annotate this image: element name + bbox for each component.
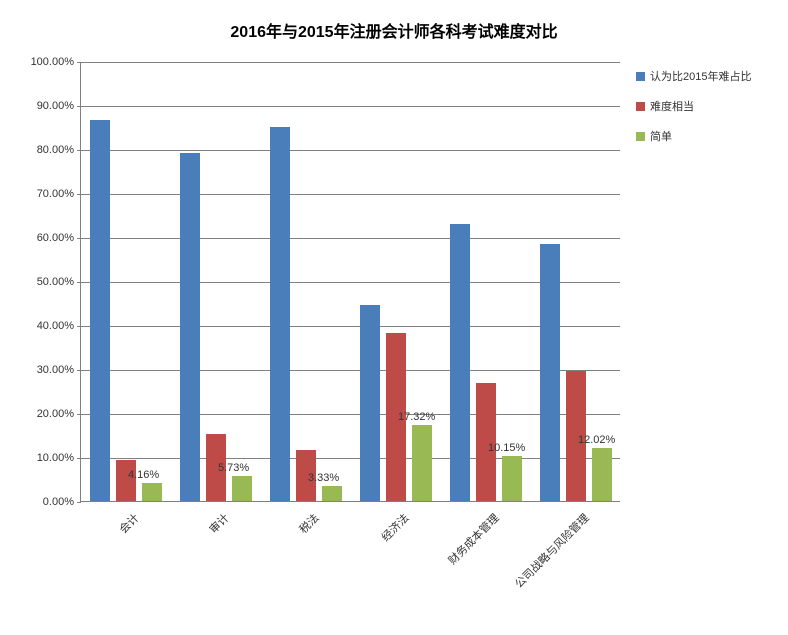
legend-item: 难度相当 bbox=[636, 98, 751, 114]
data-label: 3.33% bbox=[308, 472, 339, 484]
y-tickmark bbox=[77, 414, 81, 415]
gridline bbox=[81, 194, 620, 195]
x-category-label: 财务成本管理 bbox=[444, 510, 502, 568]
bar bbox=[412, 425, 432, 501]
y-tick-label: 60.00% bbox=[4, 232, 74, 244]
x-category-label: 审计 bbox=[205, 510, 232, 537]
bar bbox=[270, 127, 290, 501]
y-tick-label: 20.00% bbox=[4, 408, 74, 420]
data-label: 4.16% bbox=[128, 469, 159, 481]
x-category-label: 经济法 bbox=[378, 510, 413, 545]
y-tick-label: 90.00% bbox=[4, 100, 74, 112]
bar bbox=[322, 486, 342, 501]
gridline bbox=[81, 150, 620, 151]
gridline bbox=[81, 62, 620, 63]
bar bbox=[232, 476, 252, 501]
data-label: 5.73% bbox=[218, 462, 249, 474]
y-tickmark bbox=[77, 150, 81, 151]
y-tickmark bbox=[77, 106, 81, 107]
legend-label: 难度相当 bbox=[650, 98, 694, 114]
gridline bbox=[81, 238, 620, 239]
y-tick-label: 70.00% bbox=[4, 188, 74, 200]
legend-swatch bbox=[636, 72, 645, 81]
legend-item: 简单 bbox=[636, 128, 751, 144]
legend-swatch bbox=[636, 102, 645, 111]
data-label: 17.32% bbox=[398, 411, 435, 423]
y-tick-label: 80.00% bbox=[4, 144, 74, 156]
legend-item: 认为比2015年难占比 bbox=[636, 68, 751, 84]
y-tick-label: 30.00% bbox=[4, 364, 74, 376]
legend-swatch bbox=[636, 132, 645, 141]
data-label: 10.15% bbox=[488, 442, 525, 454]
y-tickmark bbox=[77, 282, 81, 283]
x-category-label: 公司战略与风险管理 bbox=[511, 510, 592, 591]
chart-title: 2016年与2015年注册会计师各科考试难度对比 bbox=[0, 18, 788, 42]
bar bbox=[592, 448, 612, 501]
legend-label: 简单 bbox=[650, 128, 672, 144]
data-label: 12.02% bbox=[578, 434, 615, 446]
x-category-label: 会计 bbox=[115, 510, 142, 537]
y-tick-label: 50.00% bbox=[4, 276, 74, 288]
gridline bbox=[81, 106, 620, 107]
y-tickmark bbox=[77, 238, 81, 239]
y-tick-label: 40.00% bbox=[4, 320, 74, 332]
x-category-label: 税法 bbox=[295, 510, 322, 537]
y-tickmark bbox=[77, 458, 81, 459]
bar bbox=[90, 120, 110, 501]
y-tick-label: 0.00% bbox=[4, 496, 74, 508]
legend-label: 认为比2015年难占比 bbox=[650, 68, 751, 84]
bar bbox=[360, 305, 380, 501]
plot-area: 4.16% 5.73% 3.33% 17.32% 10.15% 12.02% bbox=[80, 62, 620, 502]
y-tick-label: 100.00% bbox=[4, 56, 74, 68]
bar bbox=[450, 224, 470, 501]
bar bbox=[502, 456, 522, 501]
y-tickmark bbox=[77, 326, 81, 327]
y-tick-label: 10.00% bbox=[4, 452, 74, 464]
y-tickmark bbox=[77, 370, 81, 371]
y-tickmark bbox=[77, 502, 81, 503]
bar bbox=[142, 483, 162, 501]
bar bbox=[540, 244, 560, 501]
y-tickmark bbox=[77, 194, 81, 195]
legend: 认为比2015年难占比难度相当简单 bbox=[636, 68, 751, 158]
y-tickmark bbox=[77, 62, 81, 63]
bar bbox=[180, 153, 200, 501]
chart-container: 2016年与2015年注册会计师各科考试难度对比 4.16% 5.73% 3.33%… bbox=[0, 0, 788, 635]
